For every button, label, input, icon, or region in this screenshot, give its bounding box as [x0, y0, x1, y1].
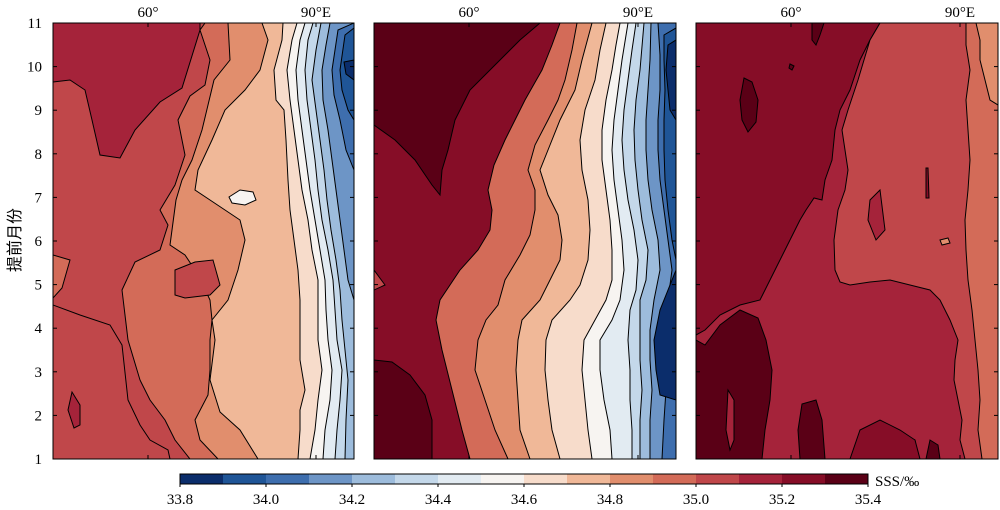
panel-3-contour-35.4-bottom: [696, 309, 773, 459]
y-tick-label-11: 11: [28, 16, 42, 32]
panel-2: [373, 22, 677, 460]
panel-2-contour-35.4b: [374, 359, 433, 459]
panel-1-contour-33.9: [343, 59, 354, 81]
colorbar-swatch-8: [481, 474, 525, 484]
y-tick-label-10: 10: [27, 60, 42, 76]
colorbar-tick-label-35.4: 35.4: [855, 492, 882, 508]
y-tick-label-5: 5: [35, 278, 43, 294]
panel-3-contour-35.4-b2: [797, 399, 826, 459]
panel-3-contour-35.4-small: [811, 23, 825, 46]
y-axis-label: 提前月份: [6, 208, 24, 272]
panel-1-x-tick-label-1: 60°: [138, 5, 159, 21]
panel-3-contour-35.2-upper: [867, 188, 886, 241]
panel-3-contour-35.3-thin: [925, 167, 930, 199]
panel-1-contour-35.1-island: [174, 259, 221, 299]
panel-2-x-tick-label-1: 60°: [459, 5, 480, 21]
panel-2-contour-33.9: [665, 39, 676, 121]
colorbar-swatch-16: [825, 474, 869, 484]
panel-3-x-tick-label-2: 90°E: [945, 5, 975, 21]
y-tick-label-6: 6: [35, 234, 43, 250]
panel-3: [695, 22, 999, 460]
colorbar-swatch-1: [180, 474, 224, 484]
colorbar-tick-label-35.2: 35.2: [769, 492, 795, 508]
panel-3-contour-35.3-b4: [849, 419, 921, 459]
y-tick-label-2: 2: [35, 408, 43, 424]
panel-3-contour-34.9-dot: [939, 237, 951, 246]
panel-1-contour-34.6-island: [228, 189, 257, 206]
panel-2-x-tick-label-2: 90°E: [623, 5, 653, 21]
colorbar-tick-label-34.8: 34.8: [597, 492, 623, 508]
axes-layer: 1 2 3 4 5 6 7 8 9 10 11 60° 90°E 60° 90°E 60° 90°E: [27, 5, 998, 468]
colorbar-swatch-10: [567, 474, 611, 484]
y-tick-label-3: 3: [35, 365, 43, 381]
colorbar-tick-label-34.2: 34.2: [339, 492, 365, 508]
colorbar-swatch-12: [653, 474, 697, 484]
colorbar-swatch-7: [438, 474, 482, 484]
panel-1-x-tick-label-2: 90°E: [301, 5, 331, 21]
colorbar-swatch-3: [266, 474, 310, 484]
panel-3-contour-35.1: [833, 23, 998, 459]
y-tick-label-1: 1: [35, 452, 43, 468]
colorbar-swatch-5: [352, 474, 396, 484]
colorbar-tick-label-34.4: 34.4: [425, 492, 452, 508]
panel-2-contour-33.9b: [653, 269, 676, 401]
colorbar-swatch-15: [782, 474, 826, 484]
panel-3-contour-35.4-9: [739, 77, 759, 133]
colorbar-tick-label-34.6: 34.6: [511, 492, 538, 508]
y-tick-label-4: 4: [35, 321, 43, 337]
y-tick-label-9: 9: [35, 103, 43, 119]
panel-1: [52, 22, 355, 460]
colorbar-tick-label-35.0: 35.0: [683, 492, 709, 508]
colorbar-tick-label-33.8: 33.8: [167, 492, 193, 508]
y-tick-label-7: 7: [35, 190, 43, 206]
y-tick-label-8: 8: [35, 147, 43, 163]
colorbar: 33.8 34.0 34.2 34.4 34.6 34.8 35.0 35.2 35.4: [167, 473, 882, 508]
colorbar-swatch-11: [610, 474, 654, 484]
colorbar-swatch-14: [739, 474, 783, 484]
panel-3-contour-35.0: [964, 23, 998, 459]
colorbar-swatch-6: [395, 474, 439, 484]
panel-3-contour-35.4-b4: [925, 439, 941, 459]
panel-2-contour-35.4: [374, 23, 541, 197]
panel-1-contour-35.2-island: [67, 390, 81, 429]
panel-3-contour-35.4-dot: [788, 63, 795, 71]
colorbar-swatch-4: [309, 474, 353, 484]
colorbar-swatch-9: [524, 474, 568, 484]
panel-3-contour-34.9: [975, 23, 998, 106]
panel-1-contour-35.0: [53, 254, 71, 299]
panel-3-contour-35.2-bottom: [725, 388, 735, 452]
colorbar-tick-label-34.0: 34.0: [253, 492, 279, 508]
colorbar-swatch-2: [223, 474, 267, 484]
panel-3-x-tick-label-1: 60°: [781, 5, 802, 21]
colorbar-swatch-13: [696, 474, 740, 484]
colorbar-label: SSS/‰: [875, 474, 919, 490]
